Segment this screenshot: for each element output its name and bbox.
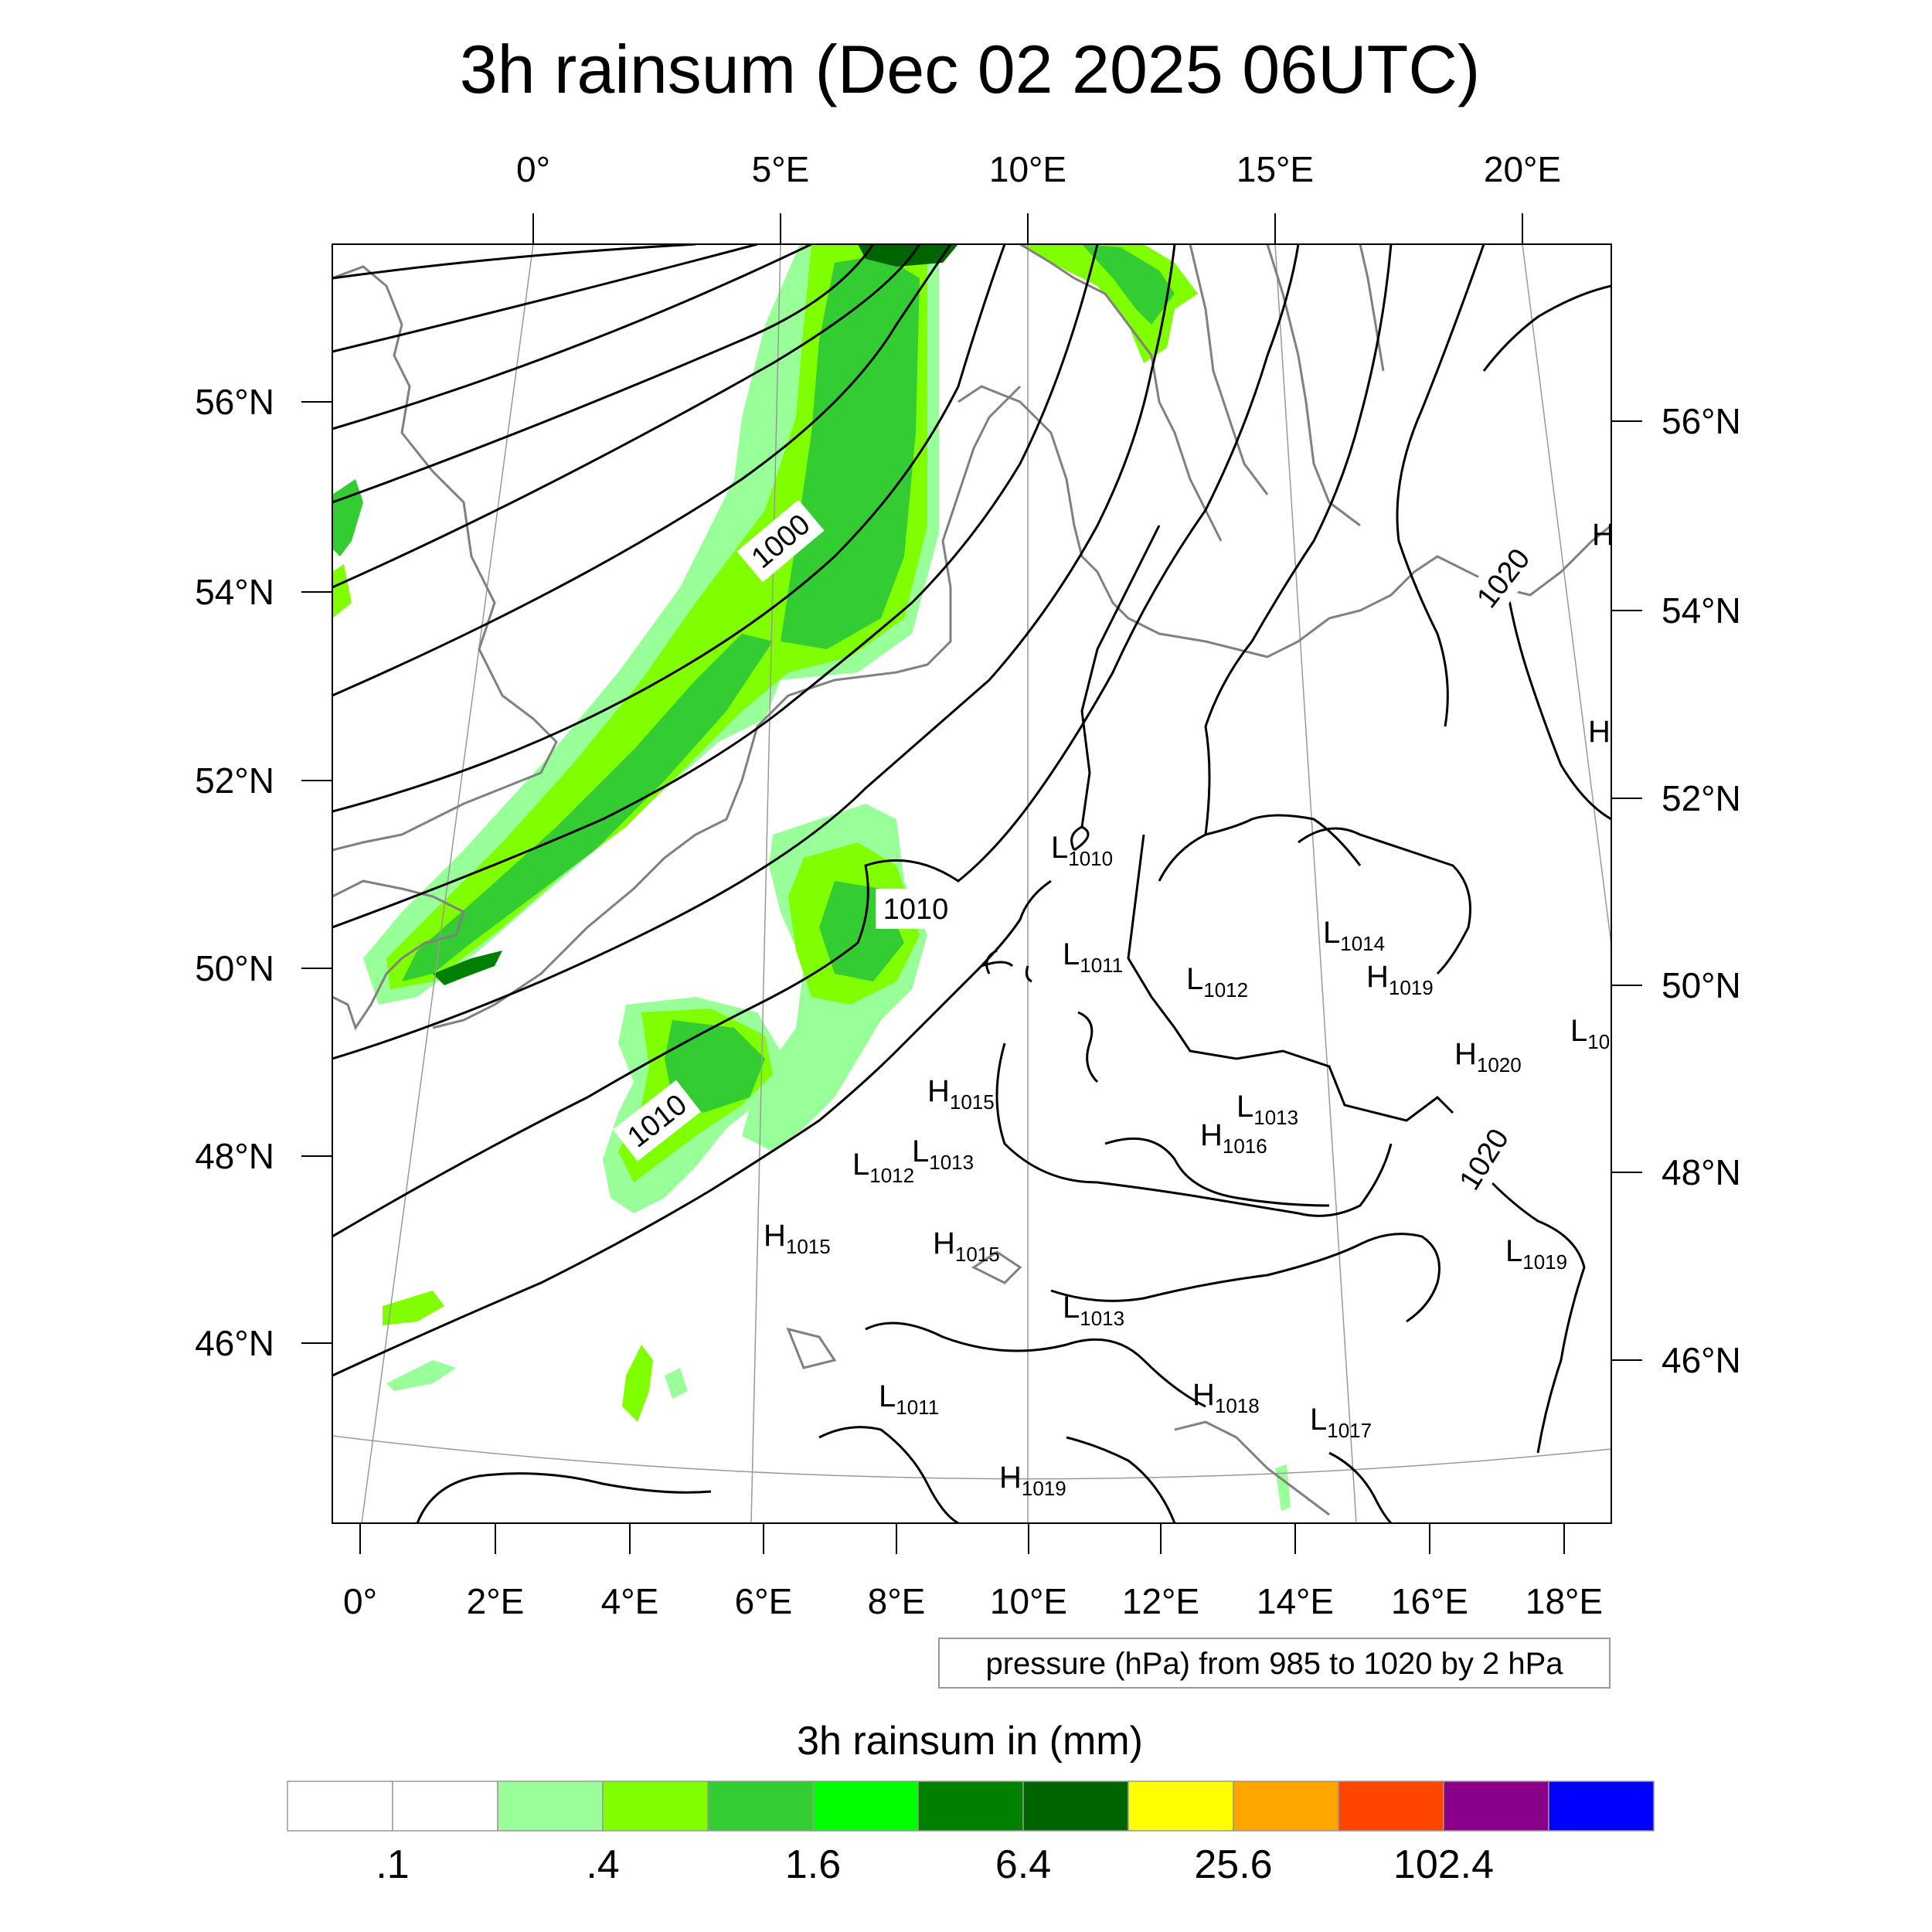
- colorbar-title: 3h rainsum in (mm): [797, 1719, 1143, 1764]
- colorbar-box: [1443, 1781, 1549, 1832]
- bottom-longitude-labels: 0° 2°E 4°E 6°E 8°E 10°E 12°E 14°E 16°E 1…: [343, 1581, 1603, 1621]
- contour-label: 1010: [883, 893, 949, 926]
- colorbar-box: [1128, 1781, 1234, 1832]
- colorbar-box: [497, 1781, 604, 1832]
- colorbar-box: [1338, 1781, 1444, 1832]
- pressure-center: L1011: [1063, 937, 1123, 977]
- lat-label-right: 52°N: [1662, 778, 1741, 818]
- pressure-center: L1010: [1051, 831, 1113, 870]
- colorbar-label: 25.6: [1194, 1842, 1272, 1887]
- pressure-center: L1019: [1505, 1234, 1567, 1274]
- lon-label-top: 5°E: [752, 149, 810, 189]
- precip-patch-4: [386, 1360, 456, 1391]
- pressure-center: H1015: [927, 1074, 995, 1114]
- axis-ticks: [301, 213, 1642, 1554]
- pressure-center: L1014: [1323, 916, 1385, 955]
- lat-label-left: 46°N: [195, 1323, 274, 1363]
- lat-label-right: 56°N: [1662, 401, 1741, 441]
- precip-patch-2: [622, 1345, 653, 1422]
- pressure-center: H1018: [1192, 1378, 1260, 1417]
- colorbar-box: [812, 1781, 919, 1832]
- lat-label-left: 56°N: [195, 382, 274, 422]
- top-longitude-labels: 0° 5°E 10°E 15°E 20°E: [516, 149, 1561, 189]
- contour-info-box: pressure (hPa) from 985 to 1020 by 2 hPa: [938, 1638, 1611, 1689]
- lat-label-right: 46°N: [1662, 1340, 1741, 1380]
- colorbar-box: [1022, 1781, 1129, 1832]
- pressure-center: L1013: [912, 1134, 974, 1174]
- colorbar-label: 102.4: [1393, 1842, 1494, 1887]
- lon-label-top: 10°E: [989, 149, 1066, 189]
- lon-label-bottom: 16°E: [1391, 1581, 1468, 1621]
- colorbar-box: [917, 1781, 1024, 1832]
- colorbar-label: 6.4: [995, 1842, 1051, 1887]
- map-panel: 1000 1010 1010 1020 1020 L1010 L1011: [195, 149, 1741, 1621]
- precipitation-areas: [332, 244, 1291, 1511]
- lat-label-right: 48°N: [1662, 1152, 1741, 1192]
- colorbar-box: [1548, 1781, 1655, 1832]
- lat-label-right: 50°N: [1662, 965, 1741, 1005]
- pressure-center: L1012: [852, 1148, 914, 1187]
- pressure-center: H1015: [933, 1226, 1000, 1266]
- lon-label-top: 0°: [516, 149, 550, 189]
- pressure-center: H1020: [1454, 1037, 1522, 1077]
- lon-label-bottom: 2°E: [467, 1581, 525, 1621]
- lon-label-bottom: 4°E: [601, 1581, 659, 1621]
- lon-label-bottom: 8°E: [868, 1581, 926, 1621]
- precip-sw-medium: [665, 1020, 765, 1113]
- colorbar-labels: .1 .4 1.6 6.4 25.6 102.4: [376, 1842, 1494, 1887]
- lat-label-left: 54°N: [195, 572, 274, 612]
- pressure-center: L1012: [1186, 962, 1248, 1002]
- lon-label-bottom: 14°E: [1257, 1581, 1334, 1621]
- precip-baltic-core: [1082, 244, 1175, 325]
- pressure-center: L1013: [1236, 1090, 1298, 1129]
- lat-label-right: 54°N: [1662, 590, 1741, 631]
- colorbar-boxes: [287, 1781, 1655, 1832]
- colorbar: 3h rainsum in (mm) .1 .4 1.6 6.4 25.6 10…: [287, 1719, 1655, 1887]
- pressure-center: H: [1588, 715, 1611, 749]
- precip-patch-1: [383, 1291, 444, 1325]
- precip-band-lime: [386, 244, 927, 989]
- colorbar-box: [707, 1781, 814, 1832]
- lon-label-bottom: 6°E: [735, 1581, 793, 1621]
- colorbar-box: [287, 1781, 393, 1832]
- pressure-center: L1011: [879, 1379, 939, 1419]
- lon-label-top: 20°E: [1484, 149, 1561, 189]
- lat-label-left: 52°N: [195, 760, 274, 801]
- contour-labels: 1000 1010 1010 1020 1020: [613, 499, 1544, 1204]
- lat-label-left: 48°N: [195, 1136, 274, 1176]
- lat-label-left: 50°N: [195, 948, 274, 988]
- colorbar-label: .1: [376, 1842, 409, 1887]
- left-latitude-labels: 56°N 54°N 52°N 50°N 48°N 46°N: [195, 382, 274, 1363]
- chart-title: 3h rainsum (Dec 02 2025 06UTC): [460, 31, 1481, 107]
- precip-band-medium: [781, 255, 920, 649]
- pressure-center: L1017: [1310, 1403, 1372, 1442]
- pressure-center: H1015: [764, 1219, 831, 1258]
- right-latitude-labels: 56°N 54°N 52°N 50°N 48°N 46°N: [1662, 401, 1741, 1380]
- pressure-center: H1019: [1366, 960, 1434, 999]
- precip-north-dark: [858, 244, 958, 267]
- lon-label-bottom: 10°E: [990, 1581, 1067, 1621]
- colorbar-label: 1.6: [785, 1842, 841, 1887]
- map-frame: [332, 243, 1612, 1524]
- lon-label-bottom: 0°: [343, 1581, 377, 1621]
- colorbar-box: [392, 1781, 498, 1832]
- isobars: [332, 244, 1611, 1523]
- precip-band-medium-south: [402, 634, 773, 981]
- colorbar-box: [602, 1781, 709, 1832]
- precip-patch-3: [665, 1368, 688, 1399]
- precip-patch-west-2: [332, 564, 352, 618]
- contour-info-text: pressure (hPa) from 985 to 1020 by 2 hPa: [985, 1647, 1563, 1681]
- pressure-center: L10: [1570, 1014, 1610, 1053]
- lon-label-bottom: 18°E: [1526, 1581, 1603, 1621]
- precip-core-dark: [433, 951, 502, 985]
- pressure-center: H1016: [1200, 1118, 1267, 1158]
- lon-label-top: 15°E: [1236, 149, 1314, 189]
- pressure-center: L1013: [1063, 1291, 1124, 1330]
- pressure-centers: L1010 L1011 L1012 L1014 H1019 H1020 L10 …: [764, 518, 1614, 1500]
- pressure-center: H: [1592, 518, 1614, 552]
- colorbar-label: .4: [586, 1842, 619, 1887]
- lon-label-bottom: 12°E: [1122, 1581, 1199, 1621]
- colorbar-box: [1233, 1781, 1339, 1832]
- pressure-center: H1019: [999, 1461, 1066, 1500]
